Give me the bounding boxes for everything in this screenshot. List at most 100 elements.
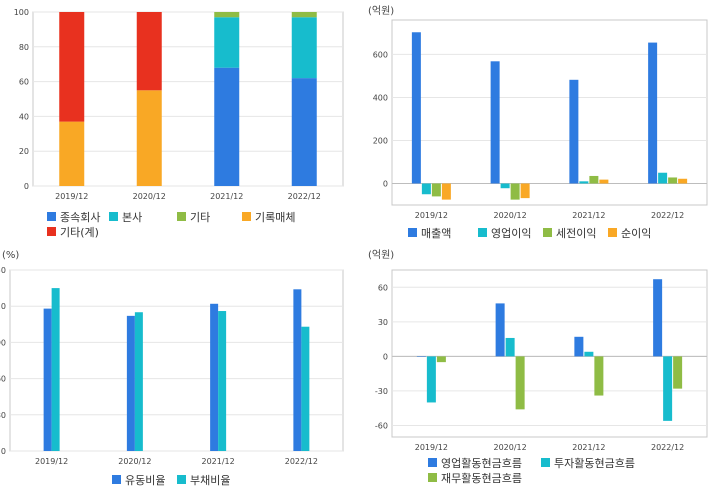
chart-c4: -60 -30 0 30 60 (억원) 2019/12 2020/12 2021/12 2022… (368, 249, 708, 485)
bar (663, 356, 673, 421)
legend-label: 기록매체 (255, 211, 295, 224)
bar (500, 183, 510, 189)
bar (43, 308, 52, 451)
plot-frame (9, 269, 344, 452)
bar (678, 178, 688, 184)
legend-label: 기타(계) (60, 226, 99, 239)
bar (658, 172, 668, 184)
legend-swatch (242, 212, 251, 221)
bar (416, 356, 426, 357)
bar (436, 356, 446, 363)
bar (59, 121, 85, 186)
bar (411, 32, 421, 184)
legend-label: 부채비율 (190, 474, 230, 487)
legend-label: 기타 (190, 211, 210, 224)
x-tick-label: 2020/12 (118, 457, 151, 466)
bar (218, 311, 227, 451)
legend-swatch (478, 228, 487, 237)
bar (293, 289, 302, 451)
bar (574, 336, 584, 357)
x-tick-label: 2022/12 (288, 192, 321, 201)
legend-swatch (608, 228, 617, 237)
y-tick-label: 150 (0, 266, 6, 275)
chart-c3: 0 30 60 90 120 150 (%) 2019/12 2020/12 2021/12 202… (0, 250, 344, 487)
bar (653, 279, 663, 357)
bar (520, 183, 530, 199)
x-tick-label: 2020/12 (494, 211, 527, 220)
bar (210, 303, 219, 451)
unit-label: (%) (2, 250, 19, 261)
legend-swatch (408, 228, 417, 237)
legend-label: 세전이익 (556, 227, 596, 240)
bar (584, 351, 594, 357)
legend-label: 영업활동현금흐름 (441, 456, 522, 470)
y-tick-label: 120 (0, 302, 6, 311)
legend-label: 영업이익 (491, 227, 531, 240)
plot-frame (32, 11, 344, 187)
bar (668, 177, 678, 184)
x-tick-label: 2019/12 (415, 211, 448, 220)
legend-label: 본사 (122, 211, 142, 224)
y-tick-label: 40 (19, 112, 29, 121)
bar (214, 12, 240, 18)
bar (51, 288, 60, 451)
bar (589, 175, 599, 184)
y-tick-label: 200 (373, 136, 388, 145)
legend-label: 종속회사 (60, 211, 100, 224)
y-tick-label: 400 (373, 93, 388, 102)
bar (441, 183, 451, 200)
y-tick-label: 80 (19, 43, 29, 52)
bar (59, 12, 85, 122)
x-tick-label: 2021/12 (202, 457, 235, 466)
unit-label: (억원) (368, 5, 394, 17)
bar (505, 337, 515, 357)
bar (214, 67, 240, 186)
bar (599, 179, 609, 184)
chart-c1: 0 20 40 60 80 100 2019/12 2020/12 2021/12 2022/12… (14, 8, 344, 239)
y-tick-label: 0 (383, 179, 388, 188)
legend-label: 순이익 (621, 227, 651, 240)
y-tick-label: 0 (383, 352, 388, 361)
x-tick-label: 2019/12 (415, 443, 448, 452)
bar (126, 315, 135, 451)
legend-swatch (428, 473, 437, 482)
bar (495, 303, 505, 357)
y-tick-label: 600 (373, 50, 388, 59)
legend-label: 투자활동현금흐름 (554, 456, 635, 470)
legend-swatch (109, 212, 118, 221)
bar (594, 356, 604, 396)
x-tick-label: 2022/12 (285, 457, 318, 466)
legend-swatch (543, 228, 552, 237)
legend-label: 매출액 (421, 227, 451, 240)
x-tick-label: 2019/12 (35, 457, 68, 466)
bar (569, 79, 579, 184)
x-tick-label: 2019/12 (55, 192, 88, 201)
y-tick-label: 90 (0, 338, 6, 347)
y-tick-label: 30 (0, 411, 6, 420)
y-tick-label: 0 (1, 447, 6, 456)
x-tick-label: 2021/12 (210, 192, 243, 201)
bar (510, 183, 520, 200)
x-tick-label: 2020/12 (133, 192, 166, 201)
chart-c2: 0 200 400 600 (억원) 2019/12 2020/12 2021/12 2022/… (368, 5, 708, 240)
y-tick-label: 20 (19, 147, 29, 156)
bar (648, 42, 658, 184)
y-tick-label: 60 (0, 375, 6, 384)
y-tick-label: 100 (14, 8, 29, 17)
bar (291, 12, 317, 18)
x-tick-label: 2020/12 (494, 443, 527, 452)
legend-label: 재무활동현금흐름 (441, 471, 522, 485)
legend-swatch (177, 475, 186, 484)
y-tick-label: -60 (375, 421, 388, 430)
bar (421, 183, 431, 195)
y-tick-label: 30 (378, 318, 388, 327)
legend-swatch (112, 475, 121, 484)
legend-swatch (47, 227, 56, 236)
bar (214, 17, 240, 68)
x-tick-label: 2022/12 (651, 443, 684, 452)
bar (579, 181, 589, 184)
legend-swatch (47, 212, 56, 221)
bar (301, 326, 310, 451)
y-tick-label: 60 (19, 78, 29, 87)
